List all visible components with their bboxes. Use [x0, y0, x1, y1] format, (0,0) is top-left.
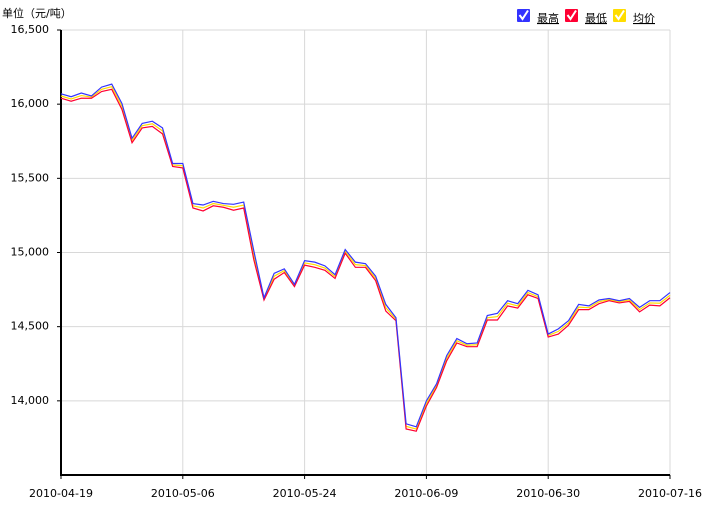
- legend-item[interactable]: 均价: [613, 9, 655, 25]
- legend-check: [566, 9, 577, 21]
- y-axis-label: 单位（元/吨）: [2, 6, 72, 20]
- x-tick-label: 2010-07-16: [638, 487, 702, 500]
- legend-check: [614, 9, 625, 21]
- series-line: [60, 83, 671, 428]
- y-tick-label: 14,500: [11, 320, 50, 333]
- y-tick-label: 15,000: [11, 246, 50, 259]
- legend-label[interactable]: 最低: [585, 12, 607, 25]
- x-tick-label: 2010-06-09: [394, 487, 458, 500]
- x-tick-label: 2010-06-30: [516, 487, 580, 500]
- legend-label[interactable]: 均价: [633, 12, 655, 25]
- x-tick-label: 2010-04-19: [29, 487, 93, 500]
- y-tick-label: 14,000: [11, 394, 50, 407]
- x-tick-label: 2010-05-24: [273, 487, 337, 500]
- y-tick-label: 16,500: [11, 23, 50, 36]
- legend-check: [518, 9, 529, 21]
- series-line: [60, 85, 671, 430]
- x-tick-label: 2010-05-06: [151, 487, 215, 500]
- y-tick-label: 15,500: [11, 171, 50, 184]
- y-tick-label: 16,000: [11, 97, 50, 110]
- legend-label[interactable]: 最高: [537, 11, 559, 25]
- legend-item[interactable]: 最高: [517, 9, 559, 25]
- series-line: [60, 88, 671, 432]
- legend-item[interactable]: 最低: [565, 9, 607, 25]
